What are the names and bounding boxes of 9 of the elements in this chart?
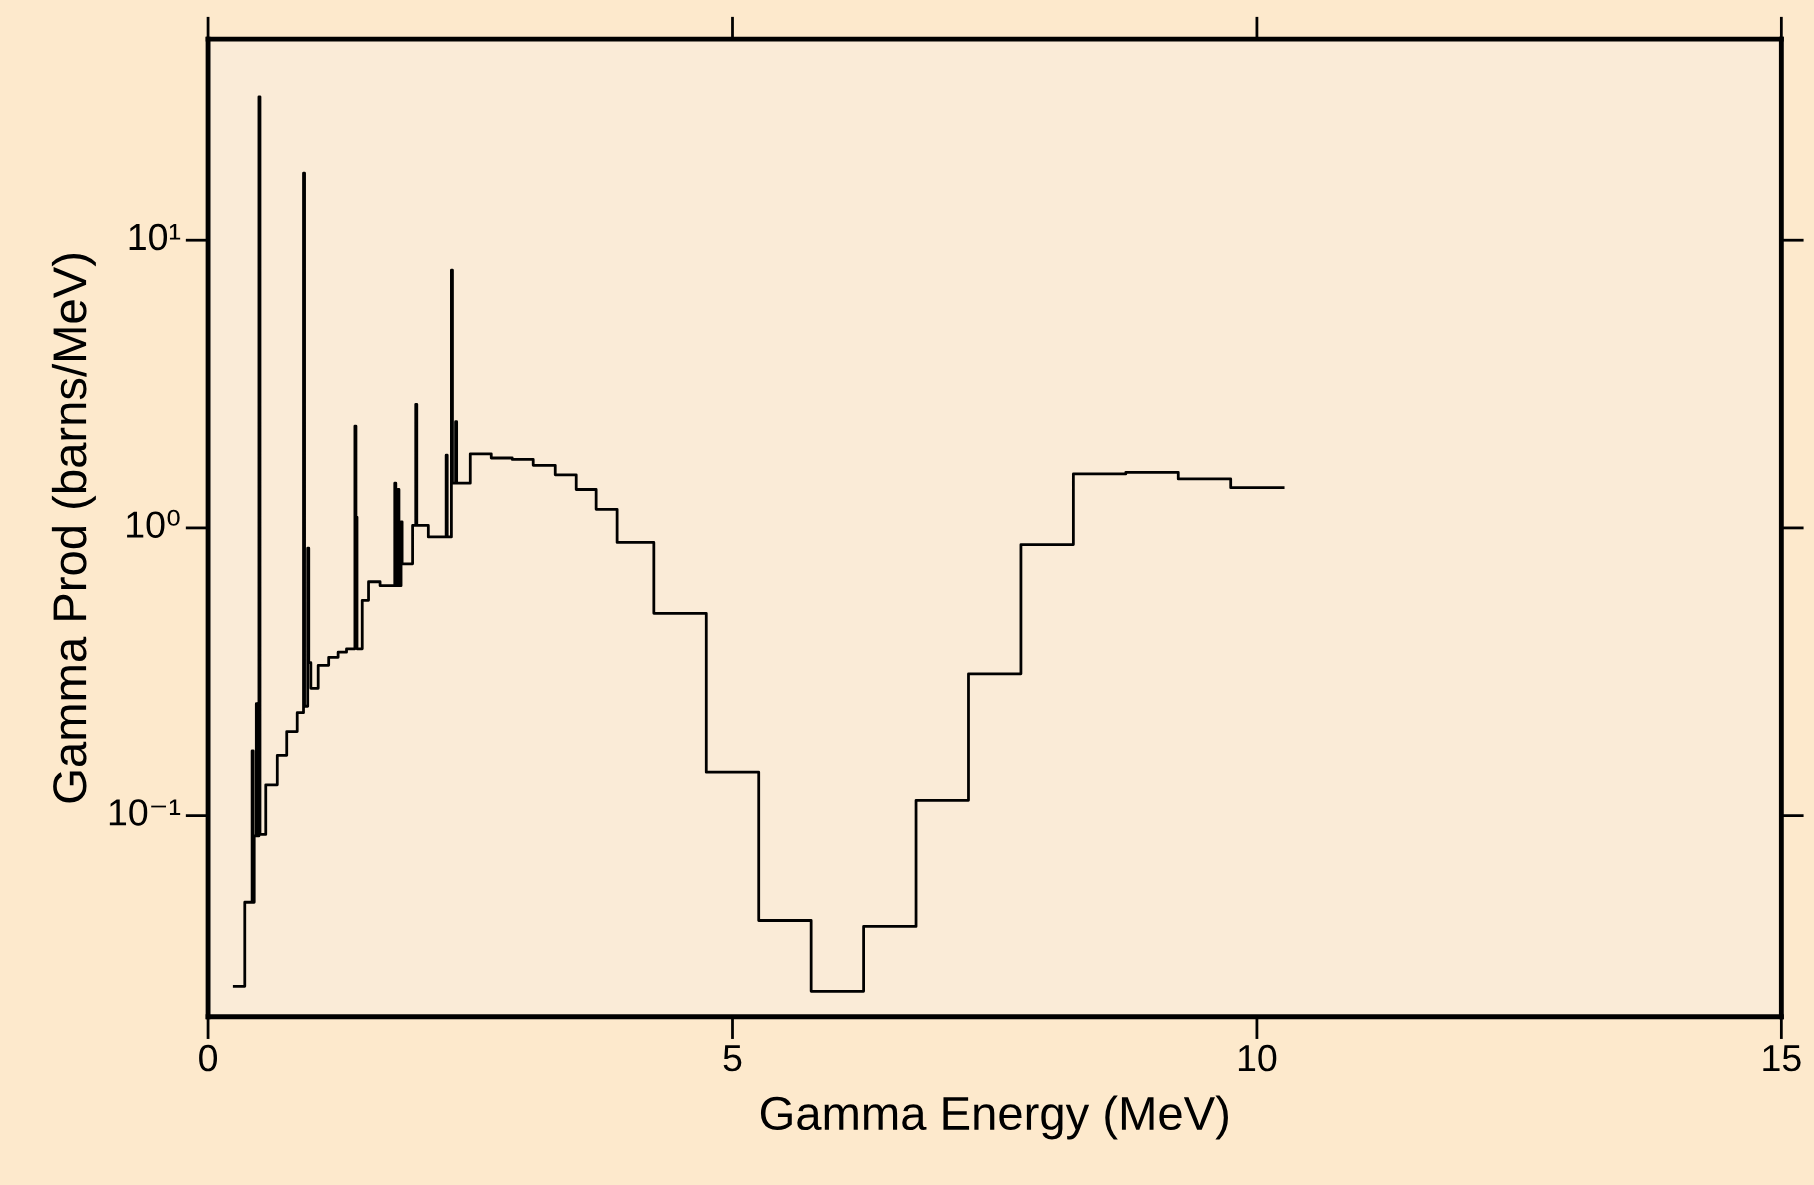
x-axis-title: Gamma Energy (MeV) [760, 1095, 1228, 1140]
x-tick-label: 5 [723, 1045, 742, 1072]
y-tick-label: 10⁻¹ [109, 799, 181, 826]
x-tick-label: 0 [199, 1044, 218, 1072]
y-tick-label: 10⁰ [127, 509, 180, 538]
y-tick-label: 10¹ [129, 223, 181, 251]
x-tick-label: 15 [1763, 1045, 1801, 1072]
y-axis-title: Gamma Prod (barns/MeV) [51, 253, 96, 803]
x-tick-label: 10 [1238, 1044, 1277, 1072]
